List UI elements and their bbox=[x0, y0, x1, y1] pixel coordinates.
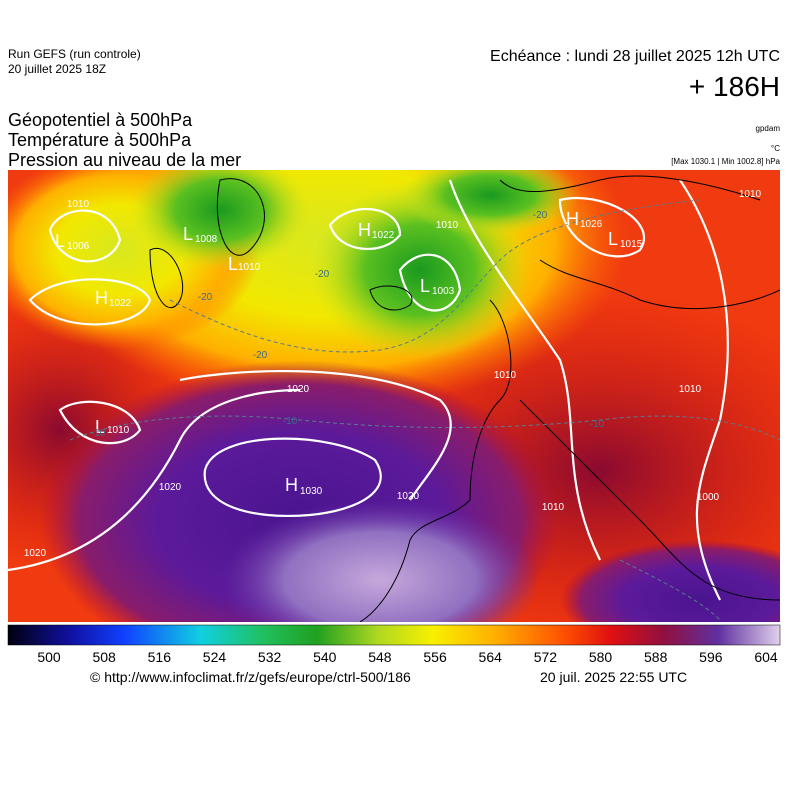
temperature-labels: -20 -20 -20 -20 -10 -10 -10 bbox=[91, 210, 605, 439]
colorbar-tick-label: 572 bbox=[534, 649, 558, 665]
temperature-label: -20 bbox=[253, 350, 268, 361]
center-type: H bbox=[566, 209, 579, 229]
valid-time: Echéance : lundi 28 juillet 2025 12h UTC bbox=[490, 48, 780, 65]
center-type: H bbox=[95, 288, 108, 308]
isobar-label: 1000 bbox=[697, 492, 720, 503]
isobar-label: 1010 bbox=[739, 189, 762, 200]
colorbar-tick-label: 500 bbox=[37, 649, 61, 665]
map-field bbox=[8, 170, 780, 622]
center-value: 1015 bbox=[620, 239, 643, 250]
unit: gpdam bbox=[756, 124, 781, 133]
isobar-label: 1020 bbox=[397, 491, 420, 502]
center-type: L bbox=[608, 229, 618, 249]
colorbar-tick-label: 548 bbox=[368, 649, 392, 665]
colorbar bbox=[7, 624, 781, 646]
isobar-labels: 1010 1020 1020 1020 1010 1010 1010 1000 … bbox=[24, 189, 762, 559]
colorbar-tick-label: 532 bbox=[258, 649, 282, 665]
source: © http://www.infoclimat.fr/z/gefs/europe… bbox=[90, 669, 411, 685]
isobar-label: 1010 bbox=[494, 370, 517, 381]
center-value: 1022 bbox=[372, 230, 395, 241]
colorbar-tick-label: 556 bbox=[423, 649, 447, 665]
colorbar-ticks: 500 508 516 524 532 540 548 556 564 572 580 588 596 6… bbox=[37, 649, 778, 665]
center-value: 1008 bbox=[195, 234, 218, 245]
isobar-label: 1020 bbox=[159, 482, 182, 493]
title: Température à 500hPa bbox=[8, 130, 192, 150]
colorbar-tick-label: 604 bbox=[754, 649, 778, 665]
colorbar-tick-label: 588 bbox=[644, 649, 668, 665]
run-date: 20 juillet 2025 18Z bbox=[8, 62, 106, 76]
pressure-centers: L 1006 L 1008 H 1022 L 1010 L 1003 H 1026 L 101… bbox=[55, 209, 643, 497]
colorbar-tick-label: 524 bbox=[203, 649, 227, 665]
isobar-label: 1020 bbox=[287, 384, 310, 395]
center-value: 1026 bbox=[580, 219, 603, 230]
center-type: L bbox=[183, 224, 193, 244]
isobar-label: 1010 bbox=[542, 502, 565, 513]
center-type: H bbox=[358, 220, 371, 240]
colorbar-tick-label: 516 bbox=[148, 649, 172, 665]
generated: 20 juil. 2025 22:55 UTC bbox=[540, 669, 687, 685]
run: Run GEFS (run controle) bbox=[8, 47, 141, 61]
pressure-range: [Max 1030.1 | Min 1002.8] hPa bbox=[671, 157, 780, 166]
center-type: L bbox=[95, 417, 105, 437]
temperature-label: -20 bbox=[315, 269, 330, 280]
colorbar-tick-label: 596 bbox=[699, 649, 723, 665]
center-value: 1003 bbox=[432, 286, 455, 297]
center-value: 1010 bbox=[107, 425, 130, 436]
center-type: L bbox=[55, 231, 65, 251]
lead-time: + 186H bbox=[689, 71, 780, 102]
center-type: H bbox=[285, 475, 298, 495]
title: Géopotentiel à 500hPa bbox=[8, 110, 193, 130]
temperature-label: -20 bbox=[533, 210, 548, 221]
temperature-label: -20 bbox=[198, 292, 213, 303]
center-value: 1030 bbox=[300, 486, 323, 497]
center-value: 1022 bbox=[109, 298, 132, 309]
isobar-label: 1010 bbox=[679, 384, 702, 395]
unit: °C bbox=[771, 144, 780, 153]
center-value: 1010 bbox=[238, 262, 261, 273]
temperature-label: -10 bbox=[283, 416, 298, 427]
colorbar-tick-label: 580 bbox=[589, 649, 613, 665]
center-value: 1006 bbox=[67, 241, 90, 252]
center-type: L bbox=[228, 254, 238, 274]
temperature-label: -10 bbox=[91, 428, 106, 439]
colorbar-tick-label: 564 bbox=[479, 649, 503, 665]
center-type: L bbox=[420, 276, 430, 296]
temperature-label: -10 bbox=[590, 419, 605, 430]
colorbar-tick-label: 540 bbox=[313, 649, 337, 665]
isobar-label: 1010 bbox=[436, 220, 459, 231]
title: Pression au niveau de la mer bbox=[8, 150, 241, 170]
colorbar-tick-label: 508 bbox=[92, 649, 116, 665]
isobar-label: 1020 bbox=[24, 548, 47, 559]
isobar-label: 1010 bbox=[67, 199, 90, 210]
